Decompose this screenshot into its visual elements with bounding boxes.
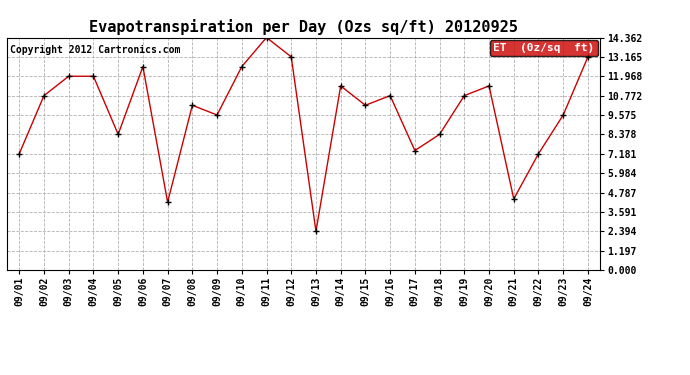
Text: Copyright 2012 Cartronics.com: Copyright 2012 Cartronics.com	[10, 45, 180, 54]
Title: Evapotranspiration per Day (Ozs sq/ft) 20120925: Evapotranspiration per Day (Ozs sq/ft) 2…	[89, 19, 518, 35]
Legend: ET  (0z/sq  ft): ET (0z/sq ft)	[490, 40, 598, 56]
